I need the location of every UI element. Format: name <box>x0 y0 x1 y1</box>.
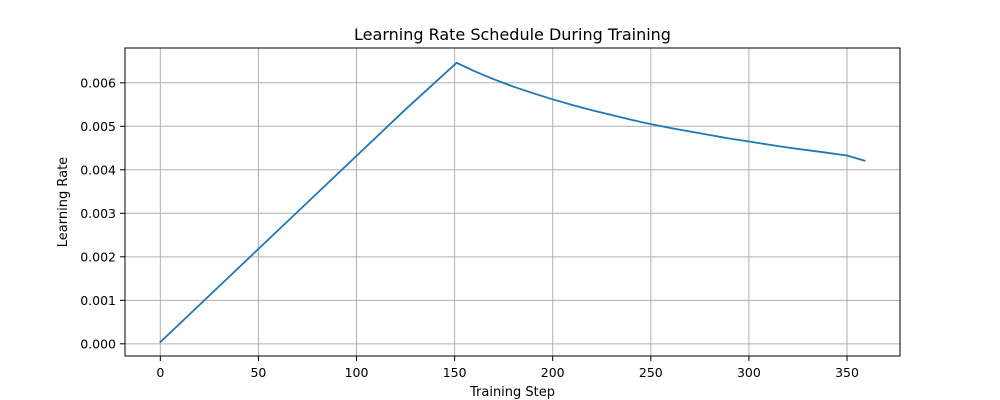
x-tick-label: 300 <box>737 365 761 380</box>
y-tick-label: 0.004 <box>80 162 116 177</box>
x-tick-label: 100 <box>345 365 369 380</box>
x-axis-ticks: 0 50 100 150 200 250 300 350 <box>156 356 859 380</box>
series-layer <box>159 61 866 344</box>
y-tick-label: 0.000 <box>80 336 116 351</box>
y-tick-label: 0.003 <box>80 206 116 221</box>
y-tick-label: 0.006 <box>80 75 116 90</box>
learning-rate-line <box>159 61 866 344</box>
y-tick-label: 0.001 <box>80 293 116 308</box>
x-tick-label: 250 <box>639 365 663 380</box>
y-axis-label: Learning Rate <box>56 157 71 247</box>
x-tick-label: 150 <box>443 365 467 380</box>
x-tick-label: 50 <box>250 365 266 380</box>
x-tick-label: 0 <box>156 365 164 380</box>
x-tick-label: 200 <box>541 365 565 380</box>
grid <box>125 48 900 356</box>
y-tick-label: 0.005 <box>80 119 116 134</box>
x-tick-label: 350 <box>835 365 859 380</box>
y-tick-label: 0.002 <box>80 249 116 264</box>
chart-title: Learning Rate Schedule During Training <box>354 25 671 44</box>
x-axis-label: Training Step <box>469 385 555 400</box>
y-axis-ticks: 0.000 0.001 0.002 0.003 0.004 0.005 0.006 <box>80 75 125 351</box>
plot-frame <box>124 47 901 357</box>
